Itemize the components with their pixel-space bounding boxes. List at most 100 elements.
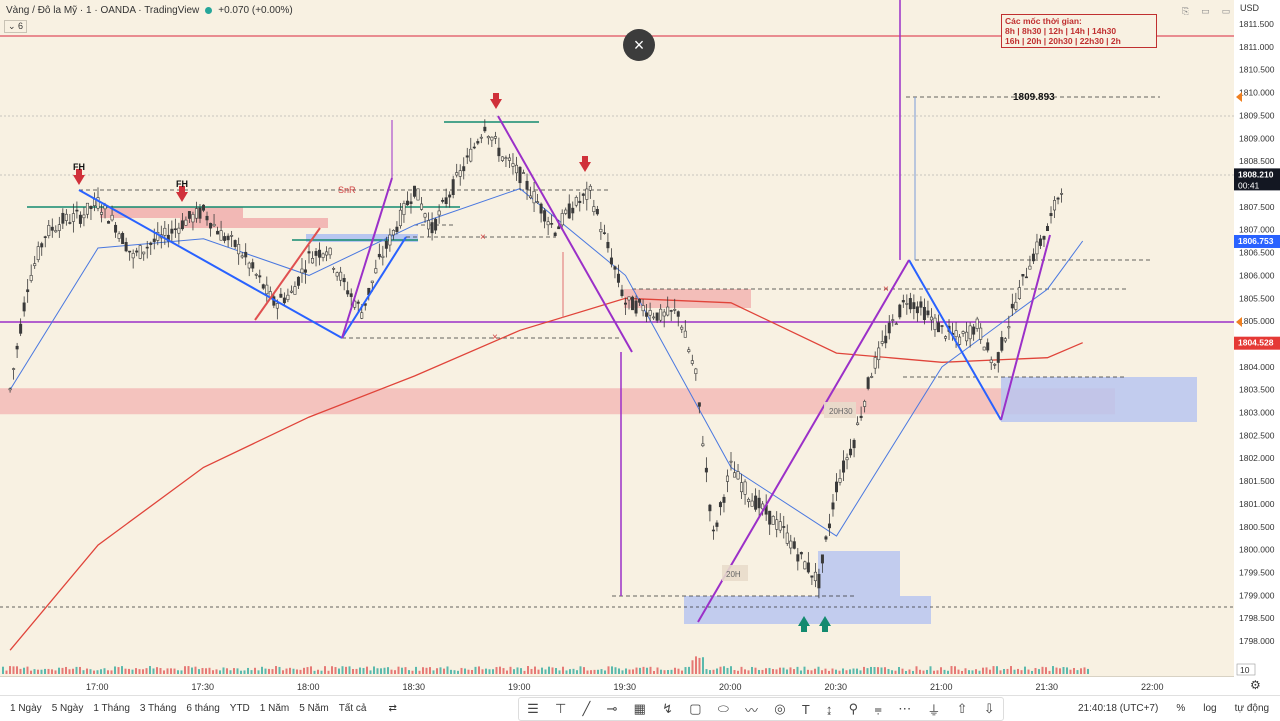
price-chart[interactable]: FH FH SnR 1809.893 20H30 20H × × × [0,0,1234,676]
candle [856,422,860,426]
drawing-tool-icon[interactable]: ╱ [582,701,591,716]
volume-bar [306,667,309,674]
candle [718,502,722,508]
pane-control-icon[interactable]: ▭ [1201,6,1210,16]
trendline [1000,234,1051,421]
volume-bar [740,666,743,674]
range-1d[interactable]: 1 Ngày [10,703,42,714]
volume-bar [387,667,389,674]
candle [638,298,642,303]
drawing-tool-icon[interactable]: ⚲ [848,701,859,716]
drawing-tool-icon[interactable]: ⋯ [898,701,912,716]
volume-bar [121,666,123,674]
drawing-tool-icon[interactable]: ⏚ [927,702,941,718]
currency-label[interactable]: USD [1240,3,1260,13]
note-title: Các mốc thời gian: [1005,16,1082,26]
volume-bar [632,669,634,674]
volume-bar [478,666,480,674]
candle [254,274,258,276]
auto-toggle[interactable]: tự động [1234,703,1270,714]
drawing-tool-icon[interactable]: ⇧ [956,701,968,716]
candle [768,510,772,525]
compare-icon[interactable]: ⇄ [388,703,397,714]
indicator-collapse[interactable]: ⌄ 6 [4,20,28,33]
range-all[interactable]: Tất cả [338,703,367,714]
volume-bar [779,667,781,674]
volume-bar [877,667,879,674]
volume-bar [583,667,585,674]
volume-bar [670,669,673,674]
pane-control-icon[interactable]: ⎘ [1182,6,1190,16]
volume-bar [817,666,820,674]
volume-bar [1048,670,1051,674]
price-axis[interactable]: 1811.500 1811.000 1810.500 1810.000 1809.500… [1234,0,1280,676]
chart-area[interactable]: FH FH SnR 1809.893 20H30 20H × × × Vàng / Đô la … [0,0,1235,676]
volume-bar [422,667,424,674]
volume-bar [268,668,270,674]
volume-bar [219,670,221,674]
drawing-tool-icon[interactable]: ↨ [825,701,833,717]
trendline [254,227,321,321]
candle [476,141,480,144]
drawing-tool-icon[interactable]: ▢ [689,701,702,716]
candle [490,136,494,141]
candle [532,190,536,204]
candle [145,246,149,249]
gear-icon[interactable]: ⚙ [1250,678,1261,692]
drawing-tool-icon[interactable]: ☰ [527,701,539,716]
volume-bar [866,668,869,674]
volume-bar [226,668,228,674]
volume-bar [712,669,715,674]
drawing-tool-icon[interactable]: ↯ [662,701,674,716]
candle [553,232,557,237]
trendline [497,115,633,353]
log-toggle[interactable]: log [1203,703,1217,714]
clock[interactable]: 21:40:18 (UTC+7) [1078,703,1159,714]
range-6m[interactable]: 6 tháng [186,703,220,714]
volume-bar [964,668,967,674]
time-tick: 20:00 [719,682,742,692]
range-1y[interactable]: 1 Năm [259,703,290,714]
range-3m[interactable]: 3 Tháng [139,703,177,714]
candle [1046,225,1050,232]
price-tick: 1798.500 [1239,613,1275,623]
drawing-tool-icon[interactable]: ▦ [633,701,646,716]
candle [546,221,550,226]
volume-bar [390,669,393,674]
volume-bar [233,668,235,674]
volume-bar [782,667,785,674]
price-tick: 1806.500 [1239,248,1275,258]
drawing-tool-icon[interactable]: ⬭ [717,701,729,716]
time-axis[interactable]: 17:00 17:30 18:00 18:30 19:00 19:30 20:00 20:30… [0,676,1234,695]
candle [202,204,206,211]
range-ytd[interactable]: YTD [229,703,250,714]
drawing-tool-icon[interactable]: T [801,701,810,717]
range-5y[interactable]: 5 Năm [299,703,329,714]
drawing-tool-icon[interactable]: ⊤ [554,701,567,716]
volume-bar [835,669,837,674]
time-note[interactable]: Các mốc thời gian: 8h | 8h30 | 12h | 14h… [1001,14,1157,48]
close-button[interactable]: × [623,29,655,61]
drawing-tool-icon[interactable]: ⊸ [606,701,618,716]
candle [279,293,283,298]
drawing-tool-icon[interactable]: 〰 [745,702,759,718]
range-1m[interactable]: 1 Tháng [93,703,130,714]
volume-bar [313,670,316,674]
pane-control-icon[interactable]: ▭ [1221,6,1231,16]
symbol-title[interactable]: Vàng / Đô la Mỹ · 1 · OANDA · TradingVie… [6,5,200,16]
candle [901,300,905,303]
percent-toggle[interactable]: % [1176,703,1186,714]
drawing-tool-icon[interactable]: ⩦ [874,701,882,716]
volume-bar [737,670,739,674]
volume-bar [800,670,802,674]
time-tick: 19:00 [508,682,531,692]
candle [680,326,684,330]
volume-bar [803,666,806,674]
volume-bar [957,669,960,674]
drawing-tool-icon[interactable]: ⇩ [983,701,995,716]
candle [483,126,487,132]
candle [444,197,448,205]
range-5d[interactable]: 5 Ngày [51,703,84,714]
drawing-tool-icon[interactable]: ◎ [774,701,786,716]
volume-bar [537,669,540,674]
